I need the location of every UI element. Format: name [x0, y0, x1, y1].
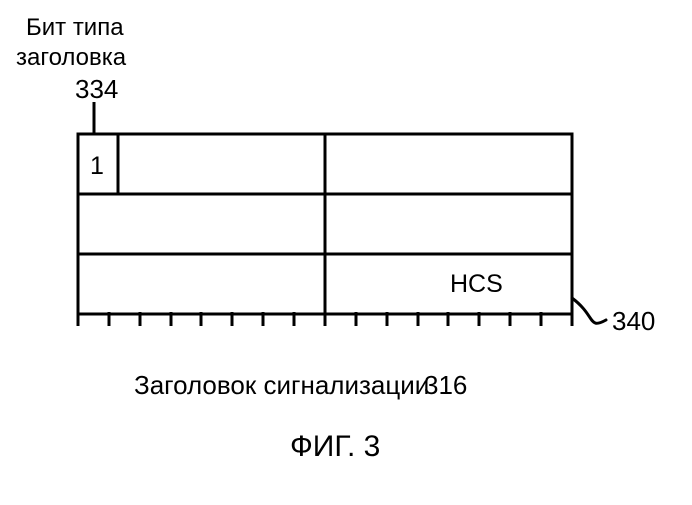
ref-340: 340 [612, 306, 655, 337]
figure-label: ФИГ. 3 [290, 430, 380, 464]
ref-334: 334 [75, 74, 118, 105]
caption-text: Заголовок сигнализации [134, 370, 429, 401]
bit-value: 1 [90, 152, 104, 181]
label-bit-type-line1: Бит типа [26, 14, 124, 42]
figure-root: { "labels": { "bit_type_line1": "Бит тип… [0, 0, 692, 500]
label-bit-type-line2: заголовка [16, 44, 126, 72]
caption-number: 316 [424, 370, 467, 401]
hcs-label: HCS [450, 270, 503, 299]
